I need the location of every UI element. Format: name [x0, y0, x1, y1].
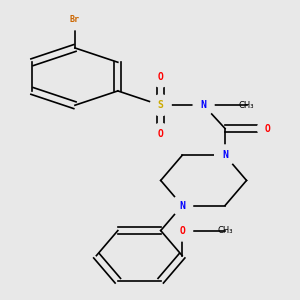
Text: CH₃: CH₃: [239, 101, 254, 110]
Circle shape: [64, 9, 85, 30]
Circle shape: [172, 195, 193, 216]
Text: N: N: [201, 100, 207, 110]
Circle shape: [150, 95, 171, 116]
Text: O: O: [158, 129, 164, 139]
Text: CH₃: CH₃: [217, 226, 233, 235]
Circle shape: [172, 220, 193, 241]
Text: O: O: [179, 226, 185, 236]
Text: O: O: [158, 72, 164, 82]
Circle shape: [258, 118, 278, 139]
Text: O: O: [265, 124, 271, 134]
Text: N: N: [222, 150, 228, 161]
Circle shape: [150, 124, 171, 144]
Text: N: N: [179, 200, 185, 211]
Circle shape: [215, 145, 236, 166]
Text: Br: Br: [70, 15, 80, 24]
Text: S: S: [158, 100, 164, 110]
Circle shape: [150, 66, 171, 87]
Circle shape: [193, 95, 214, 116]
